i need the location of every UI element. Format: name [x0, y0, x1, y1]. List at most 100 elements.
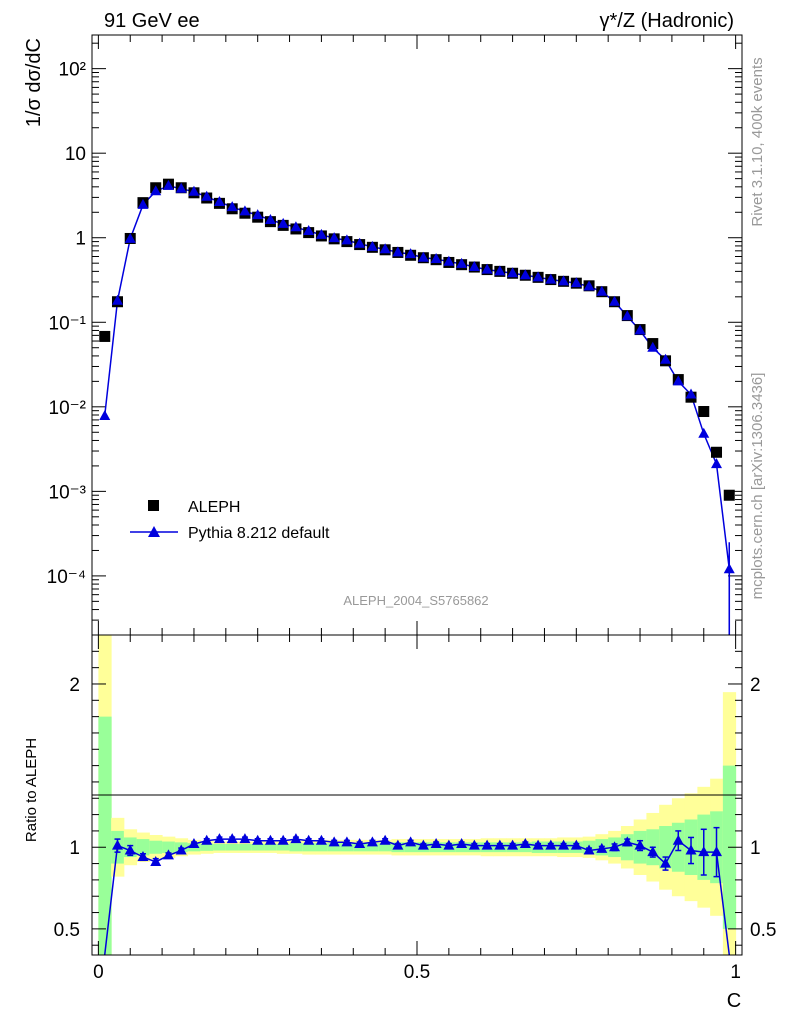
- pythia-point: [354, 237, 366, 248]
- pythia-point: [150, 185, 162, 196]
- pythia-point: [481, 263, 493, 274]
- ratio-frame: [91, 634, 743, 956]
- ratio-point: [558, 839, 570, 850]
- pythia-point: [456, 257, 468, 268]
- pythia-point: [545, 273, 557, 284]
- pythia-point: [175, 182, 187, 193]
- stat-uncertainty-band: [213, 843, 227, 851]
- ratio-point: [150, 855, 162, 866]
- ratio-point: [545, 839, 557, 850]
- ratio-point: [175, 844, 187, 855]
- x-axis-label: C: [727, 990, 741, 1012]
- ratio-point: [226, 833, 238, 844]
- ratio-y-tick-label: 1: [69, 838, 80, 859]
- stat-uncertainty-band: [251, 843, 265, 851]
- pythia-point: [226, 201, 238, 212]
- stat-uncertainty-band: [200, 843, 214, 851]
- ratio-point: [443, 839, 455, 850]
- ratio-y-axis-label: Ratio to ALEPH: [23, 738, 40, 842]
- ratio-point: [609, 841, 621, 852]
- ratio-point: [507, 839, 519, 850]
- ratio-point: [698, 846, 710, 857]
- ratio-point: [277, 834, 289, 845]
- ratio-point: [596, 842, 608, 853]
- ratio-point: [252, 834, 264, 845]
- pythia-point: [252, 209, 264, 220]
- ratio-point: [621, 836, 633, 847]
- pythia-point: [596, 285, 608, 296]
- ratio-point: [570, 839, 582, 850]
- legend-marker-aleph: [148, 500, 159, 511]
- ratio-point: [201, 834, 213, 845]
- right-title: γ*/Z (Hadronic): [600, 10, 734, 32]
- ratio-point: [494, 839, 506, 850]
- ratio-point: [379, 834, 391, 845]
- aleph-point: [698, 406, 710, 418]
- aleph-point: [723, 489, 735, 501]
- ratio-point: [264, 834, 276, 845]
- stat-uncertainty-band: [136, 839, 150, 856]
- ratio-point: [188, 837, 200, 848]
- pythia-point: [264, 214, 276, 225]
- ratio-point: [290, 833, 302, 844]
- pythia-point: [507, 267, 519, 278]
- stat-uncertainty-band: [276, 843, 291, 851]
- main-y-tick-label: 10⁻²: [49, 398, 87, 419]
- ratio-point: [672, 834, 684, 845]
- stat-uncertainty-band: [302, 843, 316, 852]
- pythia-line: [103, 185, 731, 635]
- pythia-point: [328, 232, 340, 243]
- pythia-point: [634, 324, 646, 335]
- legend-label-aleph: ALEPH: [188, 499, 240, 516]
- stat-uncertainty-band: [264, 843, 278, 851]
- ratio-point: [430, 837, 442, 848]
- ratio-point: [162, 849, 174, 860]
- pythia-point: [137, 198, 149, 209]
- ratio-point: [124, 844, 136, 855]
- main-y-tick-label: 1: [75, 229, 86, 250]
- ratio-y-tick-label-right: 2: [750, 675, 761, 696]
- pythia-point: [672, 375, 684, 386]
- pythia-point: [430, 253, 442, 264]
- pythia-point: [379, 243, 391, 254]
- main-y-tick-label: 10²: [59, 60, 86, 81]
- pythia-point: [341, 234, 353, 245]
- pythia-point: [468, 261, 480, 272]
- ratio-point: [634, 839, 646, 850]
- pythia-point: [239, 205, 251, 216]
- pythia-point: [647, 341, 659, 352]
- stat-uncertainty-band: [149, 840, 163, 854]
- pythia-point: [532, 271, 544, 282]
- stat-uncertainty-band: [378, 843, 393, 852]
- pythia-point: [558, 275, 570, 286]
- aleph-point: [99, 330, 111, 342]
- ratio-point: [583, 844, 595, 855]
- ratio-point: [519, 837, 531, 848]
- ratio-point: [354, 837, 366, 848]
- main-y-tick-label: 10⁻¹: [49, 313, 87, 334]
- ratio-point: [315, 834, 327, 845]
- pythia-point: [583, 280, 595, 291]
- stat-uncertainty-band: [225, 843, 240, 851]
- pythia-point: [621, 310, 633, 321]
- pythia-point: [494, 265, 506, 276]
- main-plot-panel: 10² 10 1 10⁻¹ 10⁻² 10⁻³ 10⁻⁴ 1/σ dσ/dC ALEPH_2…: [23, 34, 743, 636]
- stat-uncertainty-band: [340, 843, 354, 852]
- pythia-point: [711, 458, 723, 469]
- pythia-point: [685, 388, 697, 399]
- main-y-axis-label: 1/σ dσ/dC: [23, 38, 45, 127]
- main-y-tick-label: 10: [65, 144, 86, 165]
- legend: ALEPH Pythia 8.212 default: [130, 499, 330, 542]
- ratio-plot-panel: 0.5 0.5 1 1 2 2 0 0.5 1 Ratio to ALEPH C: [23, 634, 776, 1012]
- ratio-point: [481, 839, 493, 850]
- ratio-point: [366, 836, 378, 847]
- ratio-point: [239, 833, 251, 844]
- pythia-point: [290, 221, 302, 232]
- ratio-point: [328, 836, 340, 847]
- pythia-point: [124, 232, 136, 243]
- x-tick-label: 0.5: [404, 962, 430, 983]
- pythia-point: [162, 179, 174, 190]
- stat-uncertainty-band: [98, 716, 112, 955]
- main-y-tick-label: 10⁻³: [49, 482, 87, 503]
